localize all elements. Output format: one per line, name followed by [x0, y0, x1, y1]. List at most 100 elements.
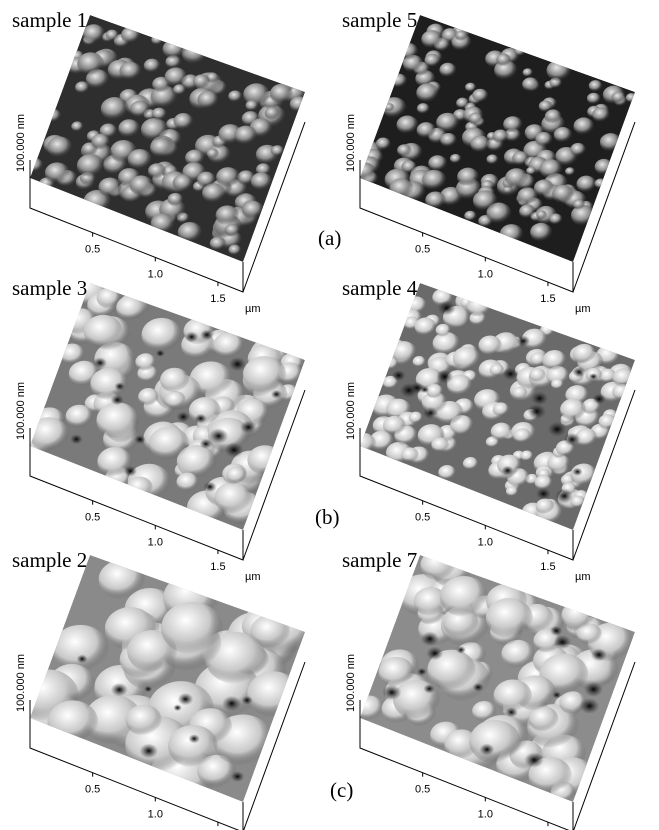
x-unit: µm [245, 303, 261, 315]
grain [551, 378, 564, 390]
grain [553, 127, 573, 143]
afm-panel: sample 5 100.000 nm 0.5 1.0 1.5 µm [342, 8, 636, 315]
grain [432, 331, 461, 356]
grain [270, 145, 285, 157]
grain [521, 328, 548, 351]
grain [435, 323, 451, 337]
grain [416, 122, 436, 139]
grain [575, 428, 598, 448]
sample-label: sample 2 [12, 548, 87, 572]
grain [439, 62, 457, 78]
grain [561, 601, 595, 630]
grain [436, 112, 460, 133]
grain [150, 213, 175, 235]
grain [164, 390, 186, 409]
grain [412, 356, 426, 368]
grain [177, 222, 203, 243]
grain [398, 42, 419, 60]
grain [396, 115, 419, 135]
x-tick-label: 0.5 [85, 512, 100, 524]
grain [598, 414, 617, 430]
grain [422, 169, 447, 191]
pit [110, 394, 124, 406]
grain [522, 68, 533, 78]
grain [447, 374, 473, 396]
grain [542, 350, 567, 371]
pit [69, 434, 83, 445]
grain [440, 132, 457, 148]
grain [466, 295, 492, 318]
pit [114, 382, 126, 391]
grain [408, 411, 423, 424]
grain [202, 183, 226, 204]
grain [97, 446, 133, 477]
grain [245, 100, 259, 112]
x-tick-label: 1.5 [210, 561, 225, 573]
grain [173, 113, 194, 130]
grain [544, 109, 562, 124]
pit [579, 698, 600, 714]
pit [155, 349, 165, 358]
grain [512, 151, 530, 166]
grain [360, 695, 384, 721]
grain [438, 464, 457, 481]
grain [449, 153, 462, 164]
grain [496, 53, 512, 67]
pit [423, 684, 436, 694]
grain [197, 90, 219, 109]
grain [512, 386, 528, 400]
grain [193, 74, 211, 90]
grain [413, 587, 448, 617]
x-tick-label: 1.0 [148, 536, 163, 548]
sample-label: sample 7 [342, 548, 417, 572]
grain [414, 317, 437, 337]
surface [360, 283, 635, 530]
grain [472, 700, 497, 722]
grain [565, 167, 576, 176]
grain [129, 175, 154, 196]
pit [391, 369, 406, 382]
grain [594, 158, 614, 175]
grain [486, 154, 499, 165]
pit [230, 771, 245, 783]
x-unit: µm [245, 571, 261, 583]
grain [226, 466, 247, 484]
pit [550, 625, 563, 636]
base-edge [243, 661, 306, 830]
pit [240, 420, 257, 434]
pit [584, 681, 604, 697]
grain [127, 630, 177, 673]
grain [241, 200, 264, 220]
grain [452, 346, 481, 371]
sample-label: sample 1 [12, 8, 87, 32]
grain [98, 177, 122, 198]
grain [534, 474, 553, 491]
grain [289, 96, 305, 113]
grain [209, 236, 227, 251]
pit [555, 488, 574, 504]
pit [228, 357, 247, 372]
grain [503, 116, 523, 133]
grain [401, 447, 419, 463]
grain [269, 83, 293, 104]
grain [427, 649, 476, 691]
grain [76, 153, 105, 178]
grain [360, 432, 376, 455]
grain [250, 172, 273, 191]
pit [553, 634, 572, 650]
surface [30, 15, 305, 262]
grain [529, 368, 546, 383]
pit [176, 411, 191, 423]
grain [47, 700, 99, 744]
z-axis-label: 100.000 nm [15, 114, 27, 172]
grain [472, 88, 489, 103]
x-tick-label: 0.5 [415, 244, 430, 256]
pit [420, 631, 439, 647]
pit [501, 465, 514, 476]
grain [599, 133, 622, 152]
grain [528, 706, 559, 732]
grain [118, 119, 141, 138]
x-tick-label: 1.0 [478, 268, 493, 280]
grain [130, 100, 151, 118]
grain [206, 148, 220, 160]
